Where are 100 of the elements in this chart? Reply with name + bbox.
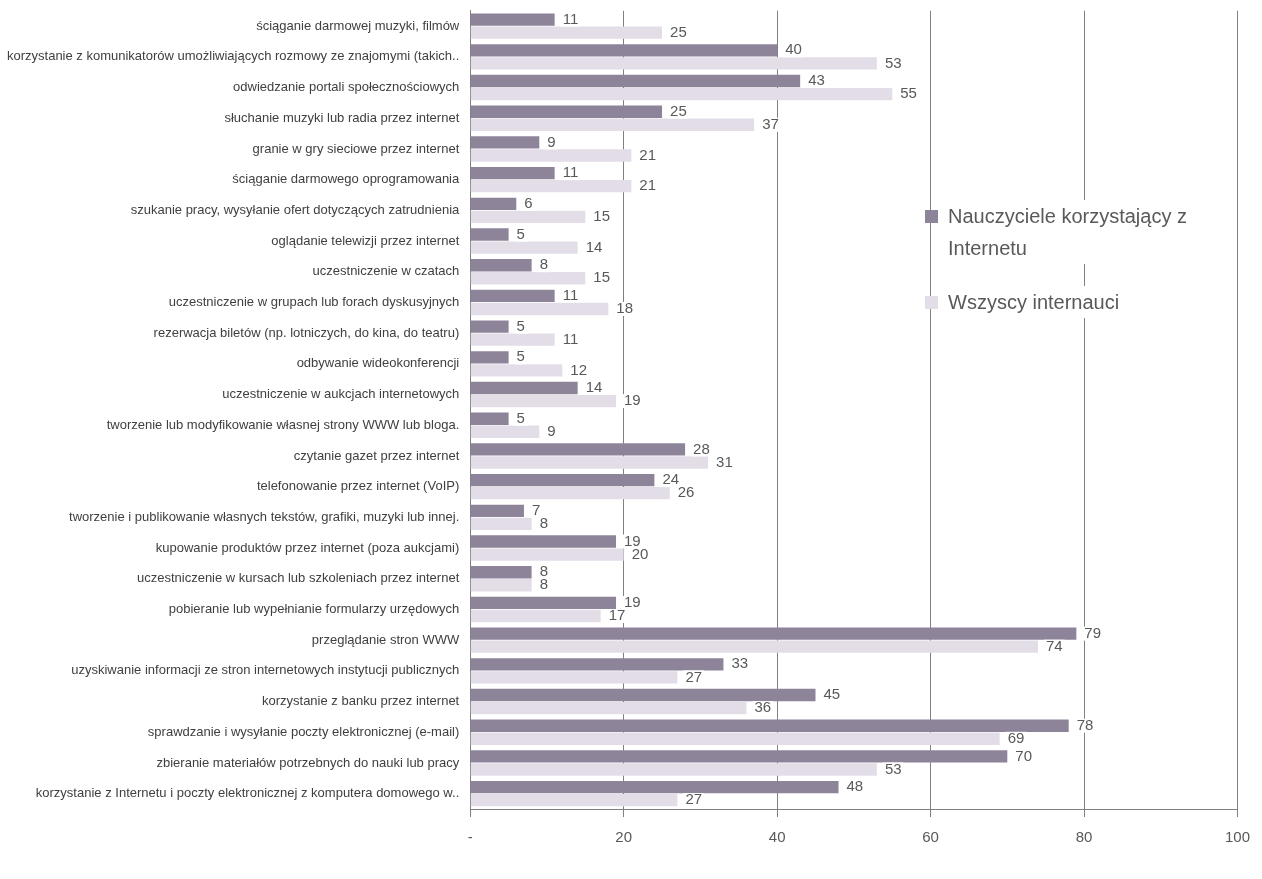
data-label: 9 <box>547 132 556 150</box>
y-tick-label: uczestniczenie w czatach <box>312 263 460 279</box>
bar <box>470 486 670 500</box>
data-label: 9 <box>547 421 556 439</box>
data-label: 18 <box>616 299 634 317</box>
data-label: 31 <box>716 452 733 470</box>
bar <box>470 425 540 438</box>
y-tick-label: rezerwacja biletów (np. lotniczych, do kina, do teatru) <box>153 324 460 340</box>
y-tick-label: słuchanie muzyki lub radia przez internet <box>224 109 460 125</box>
data-label: 7 <box>531 500 541 518</box>
bar <box>470 701 747 715</box>
bar <box>470 627 1077 640</box>
bar <box>470 333 555 346</box>
data-label: 27 <box>685 790 703 808</box>
bar <box>470 548 624 561</box>
bar <box>470 688 816 702</box>
x-tick-label: 60 <box>922 828 939 846</box>
bar <box>470 535 617 548</box>
bar <box>470 732 1000 745</box>
bar <box>470 136 540 149</box>
y-tick-label: kupowanie produktów przez internet (poza aukcjami) <box>155 539 460 555</box>
data-label: 79 <box>1084 623 1102 641</box>
data-label: 36 <box>754 698 772 716</box>
y-tick-label: uczestniczenie w kursach lub szkoleniach przez internet <box>136 570 460 586</box>
bar <box>470 197 517 211</box>
data-label: 78 <box>1076 715 1094 733</box>
bar <box>470 473 655 487</box>
bar <box>470 456 709 469</box>
data-label: 14 <box>585 378 603 396</box>
y-tick-label: tworzenie i publikowanie własnych tekstów, grafiki, muzyki lub innej. <box>69 508 460 524</box>
data-label: 12 <box>570 360 588 378</box>
bar <box>470 579 532 592</box>
bar <box>470 504 524 518</box>
y-tick-label: odbywanie wideokonferencji <box>296 355 460 371</box>
data-label: 8 <box>539 514 548 532</box>
bar <box>470 351 509 364</box>
bar <box>470 671 678 684</box>
data-label: 74 <box>1046 636 1063 654</box>
bar <box>470 74 801 88</box>
y-tick-label: zbieranie materiałów potrzebnych do nauki lub pracy <box>156 754 460 770</box>
data-label: 14 <box>585 237 603 255</box>
bar <box>470 750 1008 763</box>
bar <box>470 87 893 101</box>
bar <box>470 241 578 254</box>
data-label: 5 <box>516 347 525 365</box>
y-tick-label: pobieranie lub wypełnianie formularzy urzędowych <box>168 601 460 617</box>
data-label: 70 <box>1015 746 1032 764</box>
bar <box>470 640 1039 653</box>
y-tick-label: oglądanie telewizji przez internet <box>271 232 460 248</box>
data-label: 48 <box>846 777 864 795</box>
y-tick-label: korzystanie z komunikatorów umożliwiających rozmowy ze znajomymi (takich.. <box>6 48 460 64</box>
bar <box>470 793 678 807</box>
bar <box>470 394 617 408</box>
bar <box>470 658 724 671</box>
legend-label: Nauczyciele korzystający z Internetu <box>948 200 1235 264</box>
bar <box>470 320 509 333</box>
y-tick-label: tworzenie lub modyfikowanie własnej strony WWW lub bloga. <box>106 416 460 432</box>
bar <box>470 179 632 193</box>
data-label: 19 <box>624 593 641 611</box>
y-tick-label: czytanie gazet przez internet <box>293 447 460 463</box>
bar <box>470 44 778 57</box>
data-label: 25 <box>670 22 687 40</box>
data-label: 5 <box>516 224 525 242</box>
y-tick-label: sprawdzanie i wysyłanie poczty elektronicznej (e-mail) <box>147 723 460 739</box>
bar <box>470 259 532 272</box>
data-label: 17 <box>608 606 626 624</box>
data-label: 5 <box>516 408 525 426</box>
data-label: 19 <box>624 391 641 409</box>
y-tick-label: granie w gry sieciowe przez internet <box>252 140 460 156</box>
y-tick-label: uczestniczenie w grupach lub forach dyskusyjnych <box>168 294 460 310</box>
data-label: 45 <box>823 685 841 703</box>
data-label: 24 <box>662 470 680 488</box>
bar <box>470 13 555 26</box>
x-tick-label: 100 <box>1224 828 1250 846</box>
bar <box>470 166 555 180</box>
bar <box>470 412 509 425</box>
y-tick-label: przeglądanie stron WWW <box>311 631 460 647</box>
bar <box>470 517 532 531</box>
data-label: 11 <box>562 9 579 27</box>
bar <box>470 443 686 456</box>
bar <box>470 272 586 285</box>
y-tick-label: szukanie pracy, wysyłanie ofert dotyczących zatrudnienia <box>130 201 461 217</box>
bar <box>470 149 632 162</box>
data-label: 8 <box>539 255 548 273</box>
data-label: 40 <box>785 40 802 58</box>
y-tick-label: telefonowanie przez internet (VoIP) <box>256 478 460 494</box>
legend-label: Wszyscy internauci <box>948 286 1120 318</box>
data-label: 43 <box>808 71 825 89</box>
data-label: 69 <box>1007 728 1025 746</box>
y-tick-label: ściąganie darmowej muzyki, filmów <box>256 17 460 33</box>
y-tick-label: korzystanie z banku przez internet <box>261 693 460 709</box>
bar <box>470 289 555 303</box>
data-label: 37 <box>762 114 779 132</box>
bar <box>470 763 877 776</box>
data-label: 19 <box>624 531 641 549</box>
data-label: 26 <box>677 483 695 501</box>
data-label: 27 <box>685 667 703 685</box>
data-label: 53 <box>884 53 902 71</box>
x-tick-label: - <box>467 828 473 846</box>
data-label: 21 <box>639 145 657 163</box>
